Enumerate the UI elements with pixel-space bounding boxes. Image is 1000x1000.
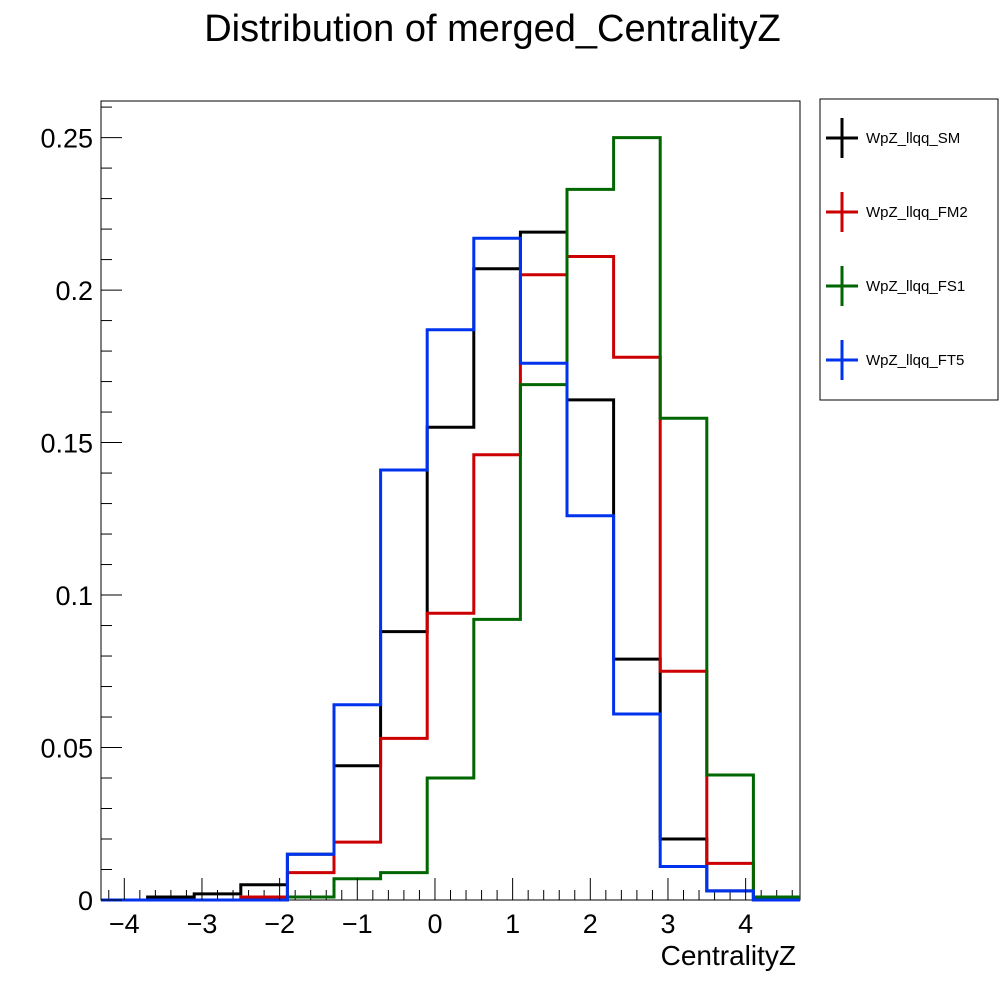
x-tick-label: 1 [505,909,520,939]
legend-entry: WpZ_llqq_FT5 [826,340,964,380]
y-tick-label: 0.2 [55,276,93,306]
series-layer [101,136,800,902]
chart-title: Distribution of merged_CentralityZ [204,8,781,50]
legend-entry: WpZ_llqq_FS1 [826,266,965,306]
x-tick-label: −1 [342,909,373,939]
series-line-3 [101,236,800,902]
minor-ticks [101,106,793,900]
x-tick-label: 3 [660,909,675,939]
legend-label: WpZ_llqq_FT5 [866,352,964,369]
x-tick-label: −2 [264,909,295,939]
legend-label: WpZ_llqq_SM [866,130,960,147]
x-axis-title: CentralityZ [661,940,796,971]
x-tick-label: 4 [738,909,753,939]
y-tick-label: 0 [78,886,93,916]
y-tick-label: 0.15 [40,429,93,459]
x-axis-ticks: −4 −3 −2 −1 0 1 2 3 4 [109,878,753,939]
y-tick-label: 0.05 [40,734,93,764]
y-tick-label: 0.1 [55,581,93,611]
y-tick-label: 0.25 [40,124,93,154]
x-tick-label: −3 [187,909,218,939]
legend-label: WpZ_llqq_FM2 [866,204,968,221]
legend-box [819,98,999,401]
legend-label: WpZ_llqq_FS1 [866,278,965,295]
y-axis-ticks: 0 0.05 0.1 0.15 0.2 0.25 [40,124,122,916]
series-line-1 [101,255,800,902]
legend-entry: WpZ_llqq_FM2 [826,192,968,232]
x-tick-label: 2 [583,909,598,939]
legend: WpZ_llqq_SM WpZ_llqq_FM2 WpZ_llqq_FS1 WpZ_l… [819,98,999,401]
plot-frame [100,100,801,901]
x-tick-label: −4 [109,909,140,939]
series-line-2 [101,136,800,902]
x-tick-label: 0 [427,909,442,939]
series-line-0 [101,230,800,902]
legend-entry: WpZ_llqq_SM [826,118,960,158]
